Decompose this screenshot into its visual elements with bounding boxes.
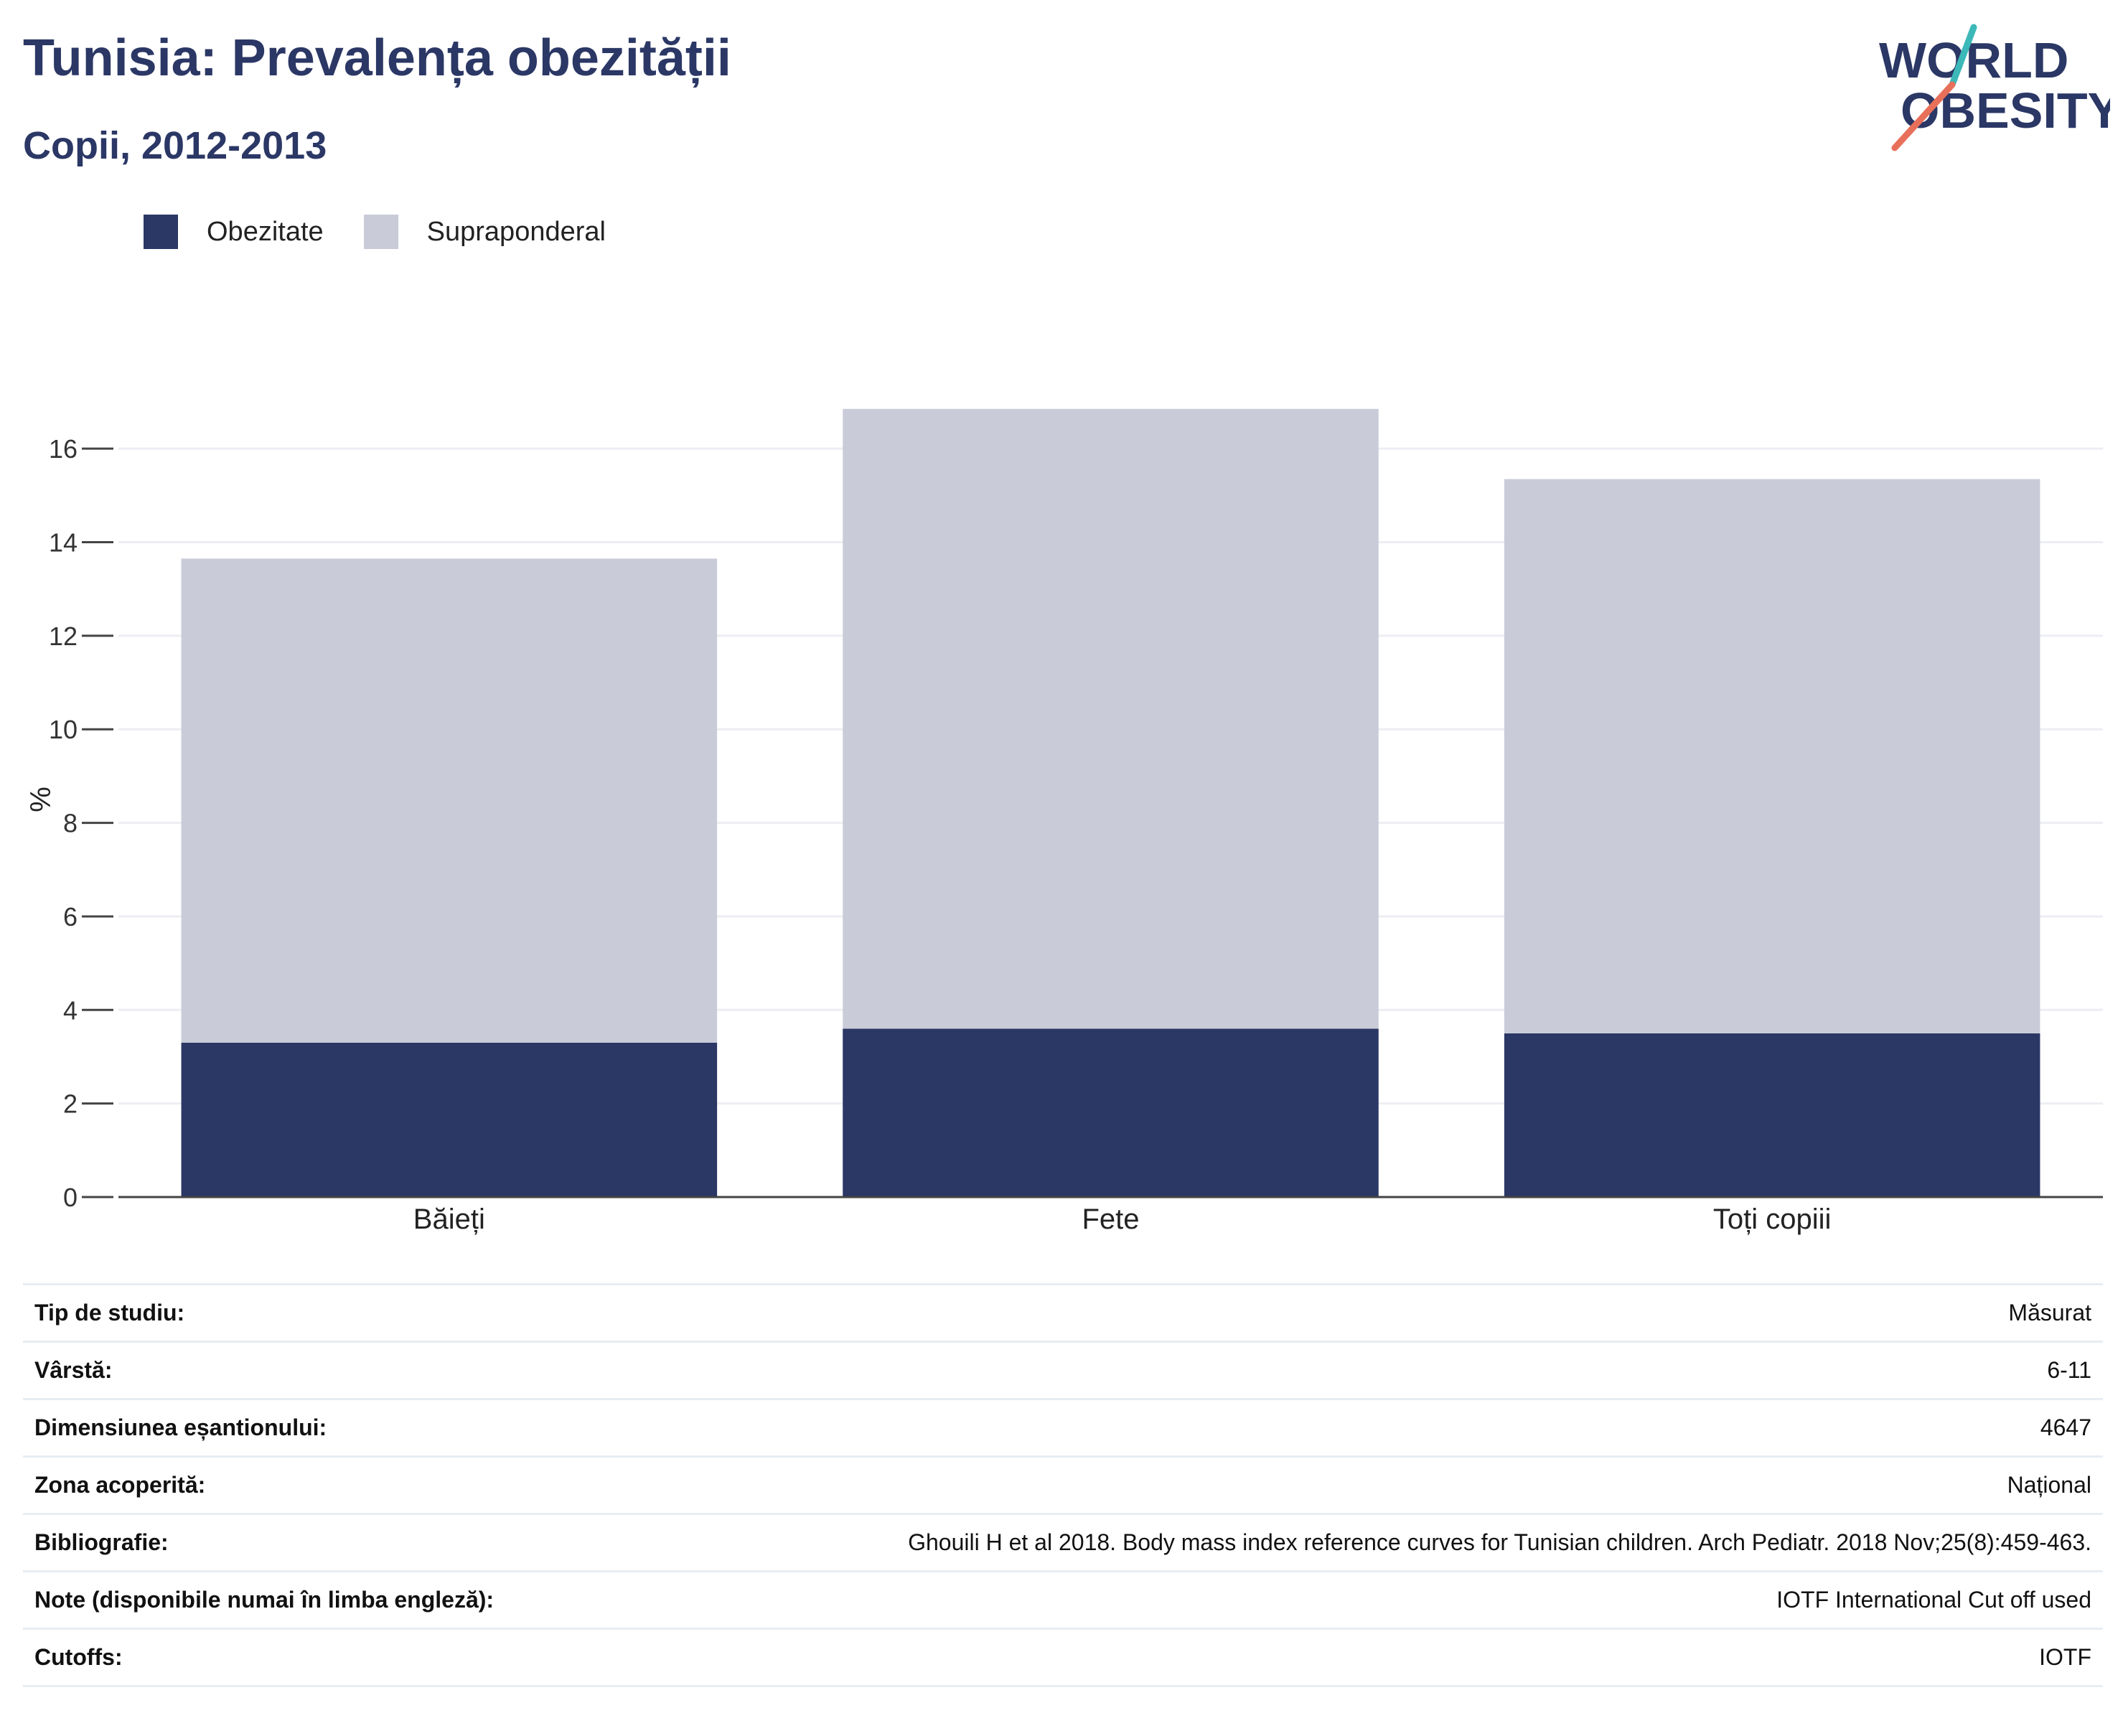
world-obesity-logo: WORLD OBESITY <box>1879 24 2110 151</box>
chart-legend: Obezitate Supraponderal <box>144 214 646 250</box>
bar-obezitate <box>1504 1033 2040 1197</box>
bar-obezitate <box>181 1042 718 1197</box>
info-label: Cutoffs: <box>34 1644 123 1670</box>
y-tick-label: 0 <box>63 1183 78 1212</box>
info-label: Tip de studiu: <box>34 1300 185 1326</box>
x-category-label: Toți copiii <box>1713 1204 1832 1235</box>
info-value: 4647 <box>2040 1414 2091 1440</box>
info-row: Note (disponibile numai în limba engleză… <box>23 1572 2103 1630</box>
info-label: Dimensiunea eșantionului: <box>34 1414 327 1440</box>
y-tick-label: 14 <box>49 528 78 558</box>
info-value: Măsurat <box>2008 1300 2091 1326</box>
bar-supraponderal <box>1504 479 2040 1033</box>
y-tick-label: 12 <box>49 621 78 651</box>
info-value: IOTF International Cut off used <box>1776 1587 2091 1613</box>
y-tick-label: 6 <box>63 902 78 932</box>
legend-item-obezitate[interactable]: Obezitate <box>144 215 324 249</box>
legend-label-obezitate: Obezitate <box>207 216 324 247</box>
logo-slash-red <box>1891 81 1956 151</box>
info-row: Bibliografie: Ghouili H et al 2018. Body … <box>23 1515 2103 1572</box>
logo-line2: OBESITY <box>1901 83 2110 139</box>
y-tick-label: 4 <box>63 995 78 1025</box>
study-info-table: Tip de studiu: Măsurat Vârstă: 6-11 Dimensiu… <box>23 1283 2103 1687</box>
chart-title: Tunisia: Prevalența obezității <box>23 29 731 87</box>
info-row: Cutoffs: IOTF <box>23 1630 2103 1687</box>
info-value: Național <box>2007 1472 2091 1498</box>
bar-supraponderal <box>181 558 718 1043</box>
y-tick-label: 16 <box>49 434 78 464</box>
stacked-bar-chart: 0 2 4 6 8 10 12 14 16% Băieți Fete Toți copiii <box>25 408 2103 1235</box>
y-tick-label: 8 <box>63 809 78 838</box>
y-tick-label: 2 <box>63 1089 78 1119</box>
legend-swatch-supraponderal <box>363 215 398 249</box>
info-label: Zona acoperită: <box>34 1472 206 1498</box>
y-axis-label: % <box>25 787 57 812</box>
bar-obezitate <box>843 1028 1379 1197</box>
info-label: Bibliografie: <box>34 1529 169 1555</box>
chart-subtitle: Copii, 2012-2013 <box>23 124 327 167</box>
y-tick-label: 10 <box>49 715 78 744</box>
info-label: Note (disponibile numai în limba engleză… <box>34 1587 495 1613</box>
info-row: Vârstă: 6-11 <box>23 1343 2103 1400</box>
legend-item-supraponderal[interactable]: Supraponderal <box>363 215 606 249</box>
info-row: Dimensiunea eșantionului: 4647 <box>23 1400 2103 1458</box>
info-row: Tip de studiu: Măsurat <box>23 1285 2103 1343</box>
legend-label-supraponderal: Supraponderal <box>426 216 606 247</box>
bar-supraponderal <box>843 408 1379 1029</box>
info-label: Vârstă: <box>34 1357 113 1383</box>
info-value: Ghouili H et al 2018. Body mass index re… <box>908 1529 2091 1555</box>
logo-slash-teal <box>1949 24 1977 88</box>
info-row: Zona acoperită: Național <box>23 1458 2103 1515</box>
info-value: 6-11 <box>2047 1357 2091 1383</box>
x-category-label: Fete <box>1082 1204 1139 1235</box>
logo-line1: WORLD <box>1879 32 2068 88</box>
info-value: IOTF <box>2039 1644 2091 1670</box>
x-category-label: Băieți <box>413 1204 485 1235</box>
legend-swatch-obezitate <box>144 215 178 249</box>
